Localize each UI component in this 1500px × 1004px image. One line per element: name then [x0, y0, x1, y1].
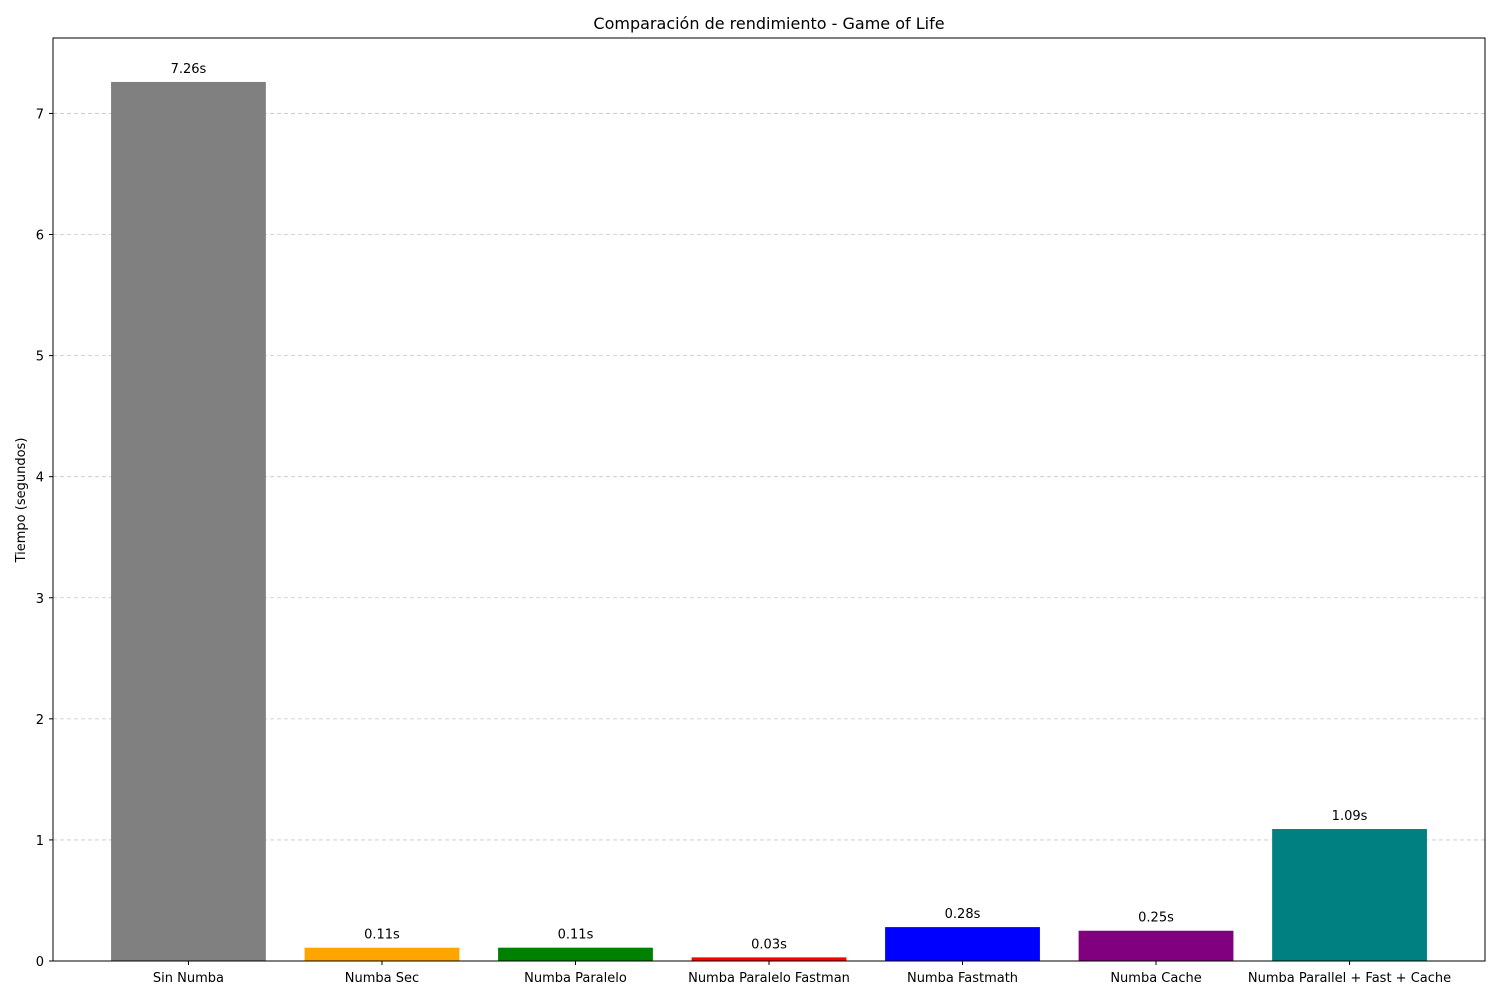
bar-1	[304, 947, 460, 961]
x-tick-label-3: Numba Paralelo Fastman	[688, 971, 850, 986]
x-tick-label-2: Numba Paralelo	[524, 971, 627, 986]
y-tick-label: 3	[36, 592, 44, 607]
data-label-4: 0.28s	[945, 907, 981, 922]
x-tick-label-5: Numba Cache	[1110, 971, 1201, 986]
x-tick-label-1: Numba Sec	[345, 971, 419, 986]
bar-2	[498, 947, 653, 961]
grid-lines	[53, 113, 1485, 841]
data-labels: 7.26s 0.11s 0.11s 0.03s 0.28s 0.25s 1.09s	[171, 62, 1368, 952]
y-axis-ticks: 0 1 2 3 4 5 6 7	[36, 107, 53, 970]
y-axis-label: Tiempo (segundos)	[14, 438, 29, 564]
bar-3	[691, 957, 847, 961]
x-axis-ticks: Sin Numba Numba Sec Numba Paralelo Numba Pa…	[153, 961, 1451, 986]
y-tick-label: 5	[36, 350, 44, 365]
data-label-1: 0.11s	[364, 928, 400, 943]
data-label-6: 1.09s	[1332, 809, 1368, 824]
y-tick-label: 7	[36, 107, 44, 122]
y-tick-label: 1	[36, 834, 44, 849]
data-label-0: 7.26s	[171, 62, 207, 77]
y-tick-label: 4	[36, 471, 44, 486]
bar-0	[111, 81, 266, 961]
y-tick-label: 6	[36, 229, 44, 244]
y-tick-label: 0	[36, 955, 44, 970]
bar-4	[885, 927, 1040, 961]
x-tick-label-4: Numba Fastmath	[907, 971, 1018, 986]
bar-6	[1272, 829, 1427, 961]
chart-title: Comparación de rendimiento - Game of Lif…	[593, 14, 944, 33]
y-tick-label: 2	[36, 713, 44, 728]
data-label-5: 0.25s	[1138, 911, 1174, 926]
data-label-2: 0.11s	[558, 928, 594, 943]
data-label-3: 0.03s	[751, 937, 787, 952]
x-tick-label-0: Sin Numba	[153, 971, 224, 986]
x-tick-label-6: Numba Parallel + Fast + Cache	[1248, 971, 1451, 986]
bars	[111, 81, 1427, 961]
bar-5	[1078, 930, 1234, 961]
